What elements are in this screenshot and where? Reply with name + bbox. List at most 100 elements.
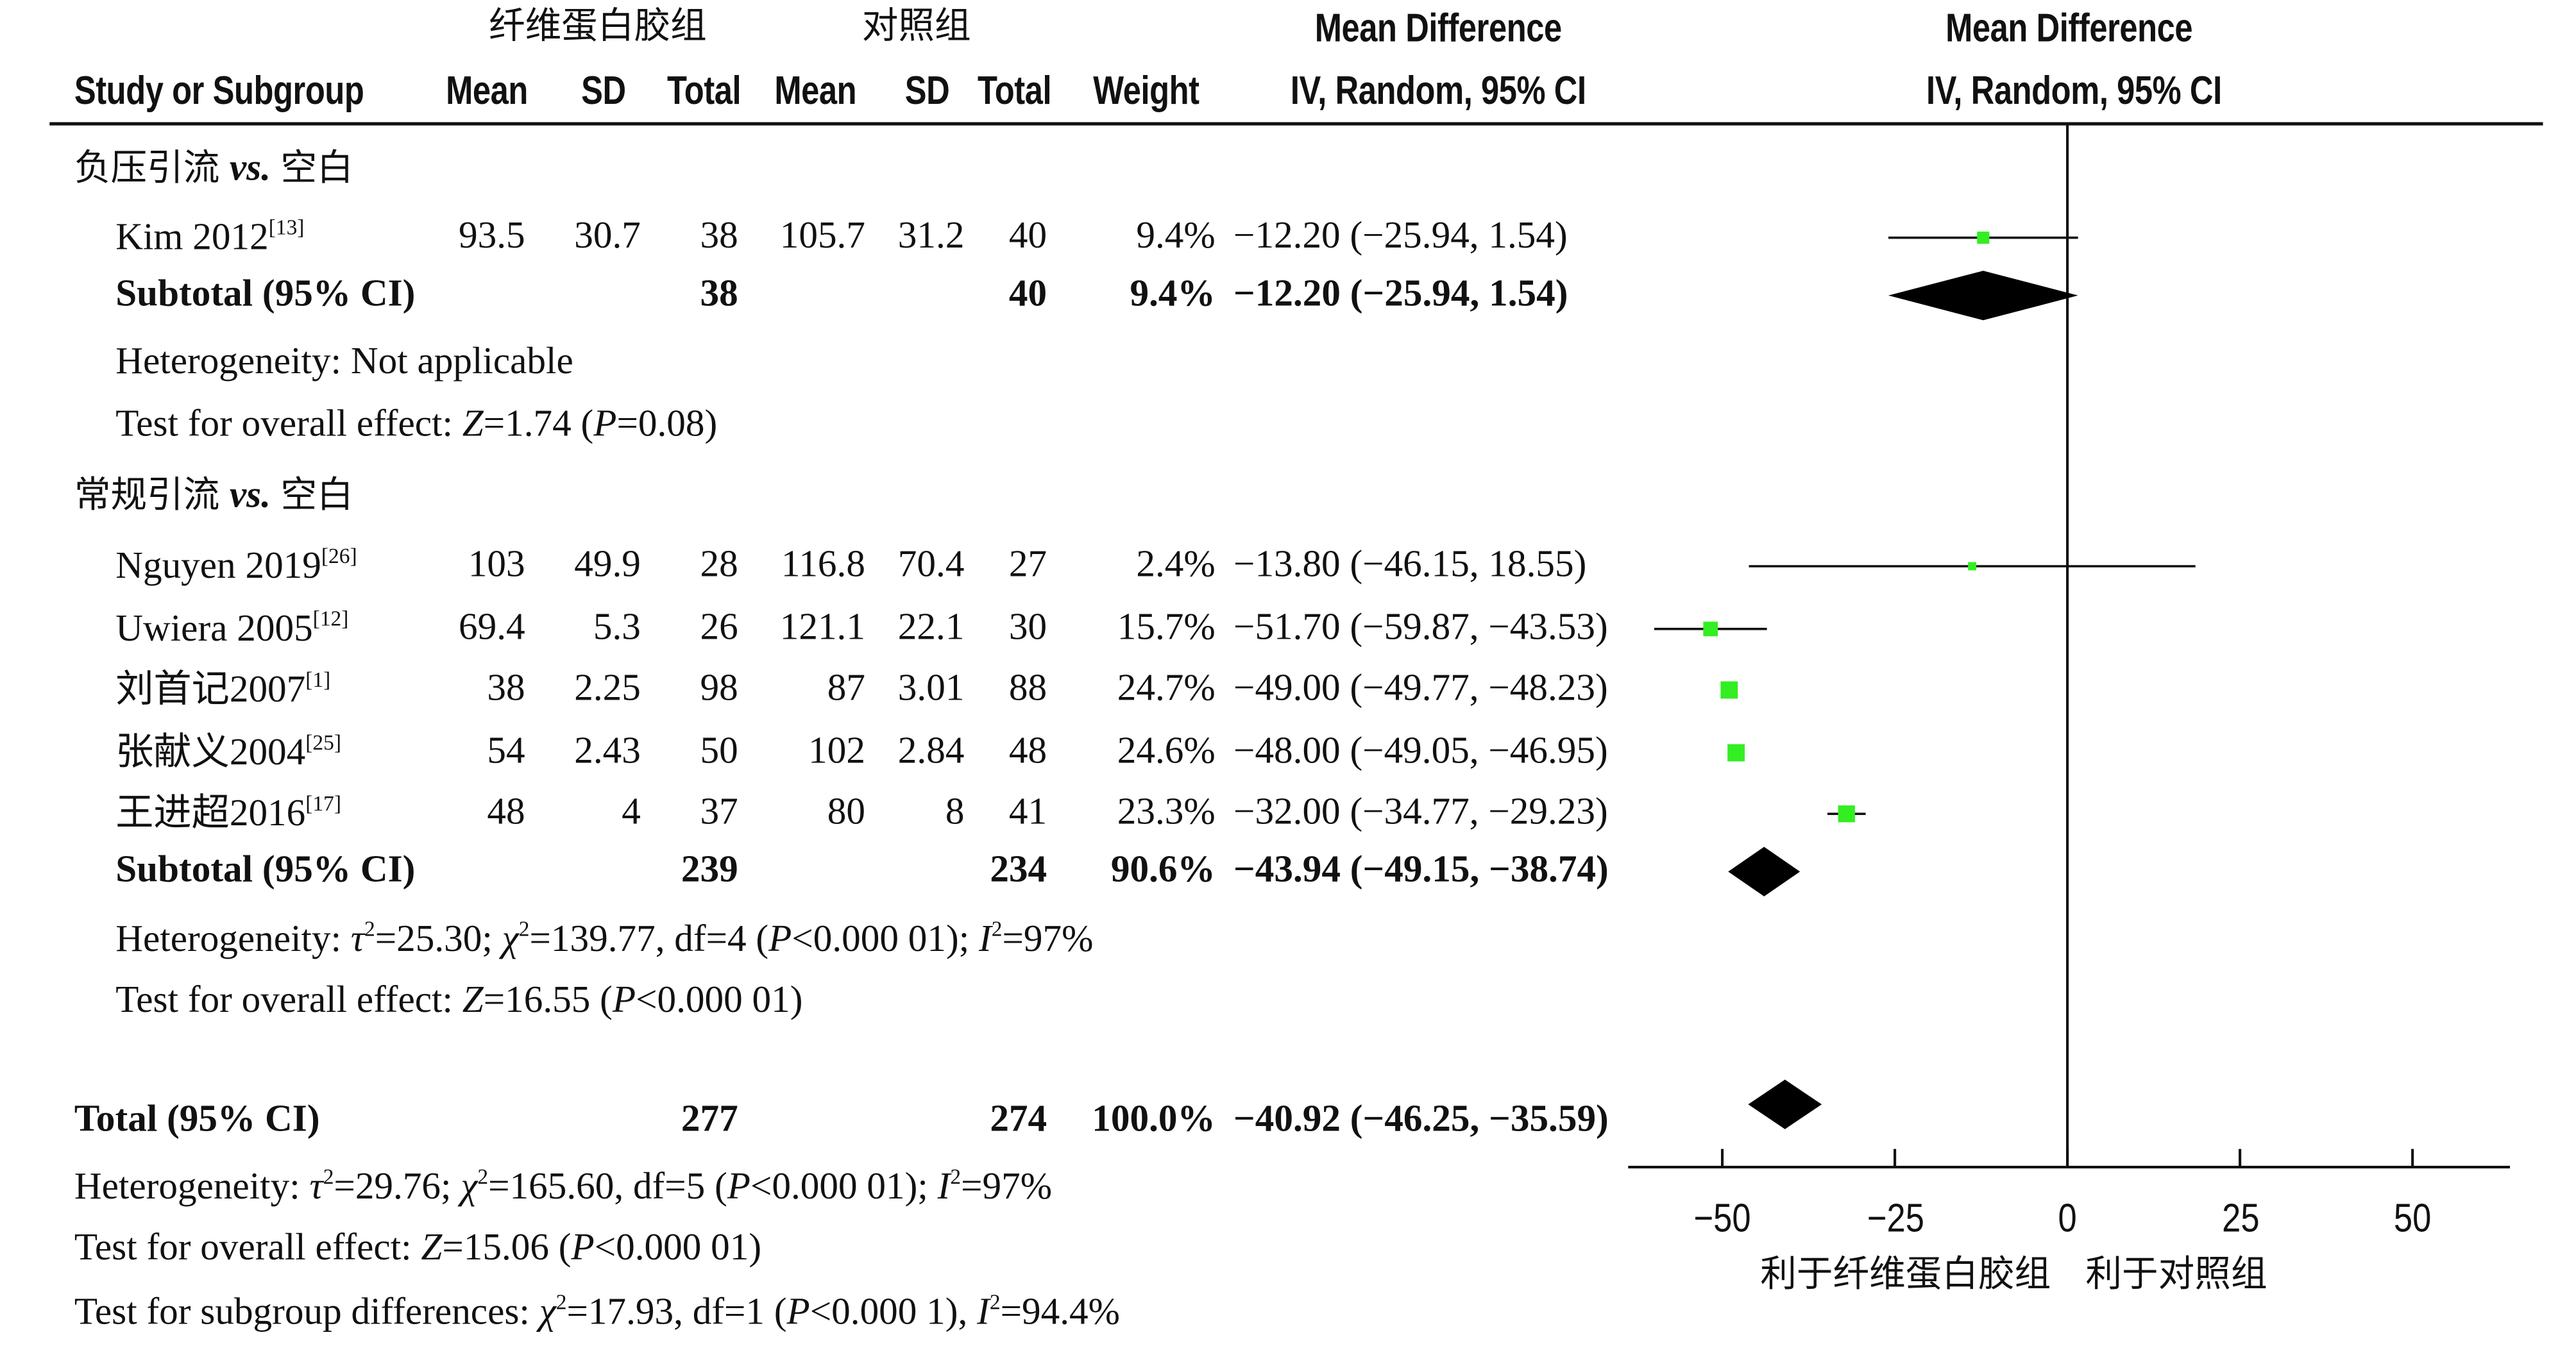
chi-symbol: χ: [539, 1291, 556, 1333]
subgroup-2-heterogeneity: Heterogeneity: τ2=25.30; χ2=139.77, df=4…: [115, 918, 1093, 957]
subgroup-2-title: 常规引流 vs. 空白: [74, 475, 353, 515]
z-value: =1.74 (: [483, 403, 594, 444]
weight-value: 24.6%: [1117, 729, 1216, 771]
mean2-value: 87: [827, 667, 865, 709]
mean1-header: Mean: [446, 69, 528, 114]
subtotal-1-total2: 40: [1008, 272, 1047, 314]
subtotal-1-ci: −12.20 (−25.94, 1.54): [1233, 272, 1568, 314]
subgroup-1-overall-effect: Test for overall effect: Z=1.74 (P=0.08): [115, 405, 717, 442]
total-label: Total (95% CI): [74, 1097, 320, 1139]
study-label: 刘首记2007: [115, 668, 306, 710]
p-symbol: P: [786, 1291, 810, 1333]
het-label: Heterogeneity:: [115, 340, 351, 382]
mean1-value: 103: [468, 542, 525, 585]
group2-header: 对照组: [861, 6, 971, 48]
test-label: Test for overall effect:: [115, 403, 462, 444]
favours-experimental-label: 利于纤维蛋白胶组: [1760, 1254, 2051, 1296]
subgroup-2-overall-effect: Test for overall effect: Z=16.55 (P<0.00…: [115, 980, 802, 1018]
subtotal-2-label: Subtotal (95% CI): [115, 848, 416, 890]
chi-value: =165.60, df=5 (: [488, 1165, 727, 1207]
sd2-value: 3.01: [897, 667, 965, 709]
study-label: Kim 2012: [115, 216, 269, 258]
study-label: Uwiera 2005: [115, 607, 313, 649]
total2-value: 48: [1008, 729, 1047, 771]
subgroup-1-title: 负压引流 vs. 空白: [74, 149, 353, 189]
mean1-value: 38: [487, 667, 525, 709]
i-superscript: 2: [950, 1163, 962, 1189]
total1-value: 37: [700, 791, 738, 832]
method-plot-header: IV, Random, 95% CI: [1926, 69, 2222, 114]
study-label: 张献义2004: [115, 731, 306, 773]
subtotal-1-label: Subtotal (95% CI): [115, 272, 416, 314]
sd1-value: 2.43: [574, 729, 641, 771]
study-reference: [25]: [305, 729, 342, 755]
mean1-value: 69.4: [459, 605, 525, 648]
z-symbol: Z: [462, 403, 484, 444]
i-symbol: I: [977, 1291, 990, 1333]
subgroup-1-title-b: 空白: [280, 148, 353, 190]
sd2-value: 70.4: [897, 542, 965, 585]
p-value: =0.08): [616, 403, 718, 444]
i-value: =97%: [961, 1165, 1053, 1207]
study-square: [1703, 621, 1718, 637]
p-symbol: P: [593, 403, 617, 444]
study-name: Uwiera 2005[12]: [115, 607, 348, 647]
total2-value: 88: [1008, 667, 1047, 709]
study-square: [1968, 562, 1977, 571]
total1-header: Total: [667, 69, 741, 114]
chi-symbol: χ: [461, 1165, 478, 1207]
x-tick-label: −25: [1866, 1197, 1924, 1241]
total2-value: 40: [1008, 214, 1047, 256]
weight-header: Weight: [1093, 69, 1199, 114]
ci-value: −32.00 (−34.77, −29.23): [1233, 791, 1608, 832]
sd2-value: 2.84: [897, 729, 965, 771]
sd1-value: 49.9: [574, 542, 641, 585]
favours-control-label: 利于对照组: [2085, 1254, 2267, 1296]
study-square: [1977, 231, 1990, 244]
study-column-header: Study or Subgroup: [74, 69, 364, 114]
z-value: =15.06 (: [442, 1226, 572, 1268]
subgroup-differences-test: Test for subgroup differences: χ2=17.93,…: [74, 1291, 1120, 1331]
test-label: Test for overall effect:: [74, 1226, 421, 1268]
chi-superscript: 2: [518, 916, 530, 941]
ci-value: −12.20 (−25.94, 1.54): [1233, 214, 1568, 256]
total1-value: 28: [700, 542, 738, 585]
tau-value: =29.76;: [334, 1165, 461, 1207]
total1-value: 50: [700, 729, 738, 771]
total2-value: 41: [1008, 791, 1047, 832]
sd1-value: 2.25: [574, 667, 641, 709]
p-symbol: P: [727, 1165, 751, 1207]
study-label: Nguyen 2019: [115, 544, 321, 586]
total1-value: 98: [700, 667, 738, 709]
study-name: 王进超2016[17]: [115, 793, 341, 832]
subgroup-2-title-vs: vs.: [229, 473, 271, 516]
p-value: <0.000 01): [594, 1226, 762, 1268]
subgroup-1-title-a: 负压引流: [74, 148, 220, 190]
total-total2: 274: [990, 1097, 1047, 1139]
het-label: Heterogeneity:: [115, 918, 351, 959]
total-overall-effect: Test for overall effect: Z=15.06 (P<0.00…: [74, 1228, 761, 1266]
x-tick-label: 25: [2221, 1197, 2259, 1241]
p-symbol: P: [571, 1226, 595, 1268]
sd2-value: 22.1: [897, 605, 965, 648]
method-header: IV, Random, 95% CI: [1290, 69, 1586, 114]
study-reference: [26]: [321, 542, 357, 568]
chi-symbol: χ: [502, 918, 519, 959]
subgroup-1-heterogeneity: Heterogeneity: Not applicable: [115, 342, 573, 380]
i-superscript: 2: [991, 916, 1003, 941]
i-symbol: I: [937, 1165, 951, 1207]
weight-value: 23.3%: [1117, 791, 1216, 832]
subtotal-1-weight: 9.4%: [1130, 272, 1216, 314]
het-label: Heterogeneity:: [74, 1165, 310, 1207]
study-name: Kim 2012[13]: [115, 216, 304, 256]
sd2-value: 31.2: [897, 214, 965, 256]
weight-value: 9.4%: [1136, 214, 1216, 256]
p-value: <0.000 01);: [750, 1165, 938, 1207]
study-name: 张献义2004[25]: [115, 731, 341, 771]
chi-value: =17.93, df=1 (: [566, 1291, 787, 1333]
z-value: =16.55 (: [483, 979, 613, 1020]
x-tick-label: 50: [2393, 1197, 2432, 1241]
study-name: Nguyen 2019[26]: [115, 545, 357, 585]
total-total1: 277: [681, 1097, 738, 1139]
